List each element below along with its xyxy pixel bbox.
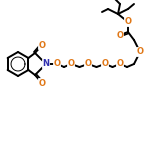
Text: O: O	[38, 40, 45, 50]
Text: O: O	[124, 17, 131, 26]
Text: O: O	[102, 59, 109, 69]
Text: O: O	[116, 31, 123, 40]
Text: N: N	[43, 59, 50, 69]
Text: O: O	[54, 59, 60, 69]
Text: O: O	[67, 59, 74, 69]
Text: O: O	[38, 78, 45, 88]
Text: O: O	[116, 59, 123, 69]
Text: O: O	[85, 59, 92, 69]
Text: O: O	[136, 47, 143, 57]
